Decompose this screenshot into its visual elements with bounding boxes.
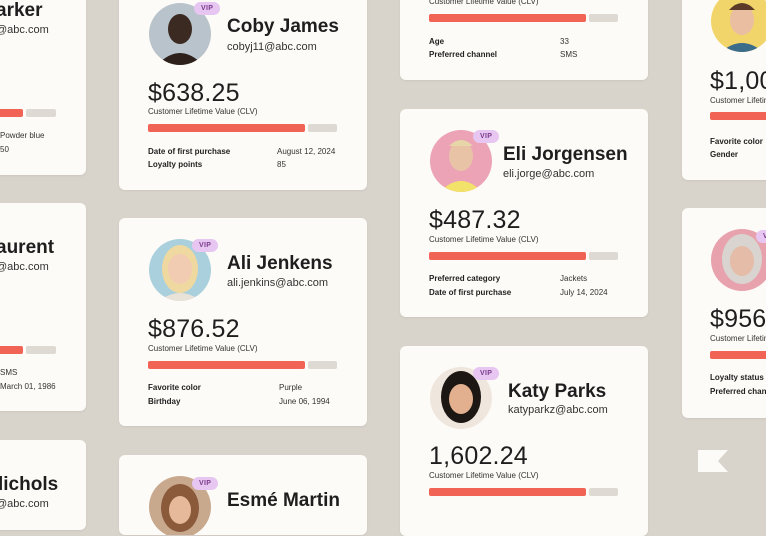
customer-name: Esmé Martin — [227, 490, 340, 511]
customer-card-right-mid[interactable]: VIP $956 Customer Lifetime Value (CLV) L… — [682, 208, 766, 418]
clv-bar-remaining — [308, 124, 337, 132]
customer-email: @abc.com — [0, 498, 49, 510]
avatar — [430, 367, 492, 429]
customer-card-nichols[interactable]: lichols @abc.com — [0, 440, 86, 530]
customer-card-top-center[interactable]: Customer Lifetime Value (CLV) Age 33 Pre… — [400, 0, 648, 80]
customer-name: arker — [0, 0, 43, 21]
customer-card-esme-martin[interactable]: VIP Esmé Martin — [119, 455, 367, 535]
row-value: Purple — [279, 383, 303, 392]
clv-label: Customer Lifetime Value (CLV) — [148, 107, 258, 116]
row-value: August 12, 2024 — [277, 147, 336, 156]
customer-card-ali-jenkens[interactable]: VIP Ali Jenkens ali.jenkins@abc.com $876… — [119, 218, 367, 426]
clv-bar-fill — [429, 488, 586, 496]
avatar — [711, 229, 766, 291]
row-value: 50 — [0, 145, 9, 154]
row-label: Date of first purchase — [148, 147, 231, 156]
clv-amount: $1,00 — [710, 67, 766, 95]
vip-badge: VIP — [192, 239, 219, 252]
clv-label: Customer Lifetime Value (CLV) — [710, 334, 766, 343]
row-value: June 06, 1994 — [279, 397, 330, 406]
customer-name: lichols — [0, 474, 59, 495]
row-label: Favorite color — [710, 137, 763, 146]
row-label: Loyalty status — [710, 373, 764, 382]
clv-bar-fill — [710, 351, 766, 359]
flag-icon — [698, 450, 728, 472]
clv-amount: $956 — [710, 305, 766, 333]
row-value: March 01, 1986 — [0, 382, 56, 391]
customer-card-eli-jorgensen[interactable]: VIP Eli Jorgensen eli.jorge@abc.com $487… — [400, 109, 648, 317]
row-value: 85 — [277, 160, 286, 169]
row-label: Gender — [710, 150, 739, 159]
customer-card-katy-parks[interactable]: VIP Katy Parks katyparkz@abc.com 1,602.2… — [400, 346, 648, 536]
customer-card-laurent[interactable]: aurent @abc.com SMS March 01, 1986 — [0, 203, 86, 411]
row-label: Age — [429, 37, 445, 46]
clv-bar-fill — [0, 109, 23, 117]
clv-label: Customer Lifetime Value (CLV) — [148, 344, 258, 353]
customer-email: ali.jenkins@abc.com — [227, 277, 329, 289]
clv-bar-remaining — [26, 346, 56, 354]
customer-email: @abc.com — [0, 261, 49, 273]
clv-label: Customer Lifetime Value (CLV) — [429, 235, 539, 244]
row-label: Date of first purchase — [429, 288, 512, 297]
customer-name: Katy Parks — [508, 381, 607, 402]
clv-bar-fill — [429, 252, 586, 260]
clv-bar-remaining — [589, 488, 618, 496]
clv-amount: $876.52 — [148, 315, 240, 343]
customer-card-coby-james[interactable]: VIP Coby James cobyj11@abc.com $638.25 C… — [119, 0, 367, 190]
customer-name: Ali Jenkens — [227, 253, 333, 274]
vip-badge: VIP — [473, 367, 500, 380]
row-value: Powder blue — [0, 131, 45, 140]
clv-label: Customer Lifetime Value (CLV) — [710, 96, 766, 105]
clv-bar-remaining — [308, 361, 337, 369]
clv-bar-fill — [710, 112, 766, 120]
row-label: Preferred chan — [710, 387, 766, 396]
person-photo-icon — [711, 0, 766, 52]
customer-email: katyparkz@abc.com — [508, 404, 608, 416]
customer-email: eli.jorge@abc.com — [503, 168, 595, 180]
row-label: Preferred category — [429, 274, 501, 283]
customer-email: @abc.com — [0, 24, 49, 36]
clv-bar-remaining — [589, 252, 618, 260]
customer-name: aurent — [0, 237, 55, 258]
vip-badge: VIP — [192, 477, 219, 490]
row-label: Birthday — [148, 397, 181, 406]
clv-bar-remaining — [26, 109, 56, 117]
row-value: SMS — [560, 50, 578, 59]
person-photo-icon — [430, 367, 492, 429]
clv-bar-remaining — [589, 14, 618, 22]
clv-amount: $638.25 — [148, 79, 240, 107]
customer-card-right-top[interactable]: $1,00 Customer Lifetime Value (CLV) Favo… — [682, 0, 766, 180]
clv-label: Customer Lifetime Value (CLV) — [429, 471, 539, 480]
clv-bar-fill — [148, 124, 305, 132]
clv-amount: 1,602.24 — [429, 442, 528, 470]
clv-bar-fill — [148, 361, 305, 369]
clv-amount: $487.32 — [429, 206, 521, 234]
vip-badge: VIP — [473, 130, 500, 143]
vip-badge: VIP — [756, 230, 766, 243]
row-label: Loyalty points — [148, 160, 203, 169]
clv-label: Customer Lifetime Value (CLV) — [429, 0, 539, 6]
customer-name: Coby James — [227, 16, 339, 37]
row-label: Favorite color — [148, 383, 201, 392]
row-value: 33 — [560, 37, 569, 46]
row-value: July 14, 2024 — [560, 288, 608, 297]
row-label: Preferred channel — [429, 50, 498, 59]
avatar — [711, 0, 766, 52]
row-value: Jackets — [560, 274, 588, 283]
clv-bar-fill — [0, 346, 23, 354]
clv-bar-fill — [429, 14, 586, 22]
customer-card-parker[interactable]: arker @abc.com Powder blue 50 — [0, 0, 86, 175]
row-value: SMS — [0, 368, 18, 377]
person-photo-icon — [711, 229, 766, 291]
customer-email: cobyj11@abc.com — [227, 41, 317, 53]
customer-name: Eli Jorgensen — [503, 144, 628, 165]
vip-badge: VIP — [194, 2, 221, 15]
